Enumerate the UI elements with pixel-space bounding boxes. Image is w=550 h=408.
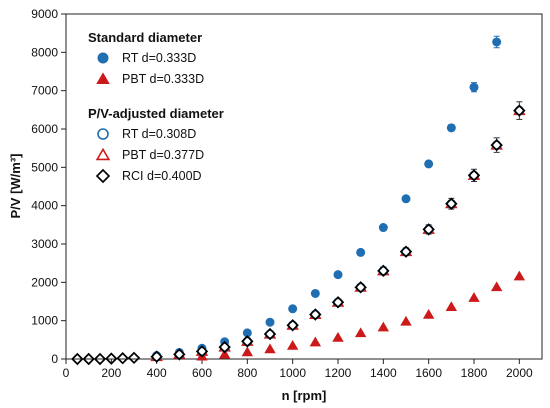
- data-point: [264, 343, 276, 354]
- x-axis-title: n [rpm]: [282, 388, 327, 403]
- x-tick-label: 600: [192, 366, 212, 380]
- data-point: [150, 350, 163, 363]
- data-point: [310, 288, 320, 298]
- legend-marker: [97, 52, 109, 64]
- y-tick-label: 9000: [31, 7, 58, 21]
- data-point: [82, 352, 95, 366]
- legend-marker: [95, 168, 111, 184]
- y-tick-label: 3000: [31, 237, 58, 251]
- data-point: [218, 348, 231, 359]
- data-point: [331, 296, 345, 309]
- x-tick-label: 200: [101, 366, 121, 380]
- data-point: [513, 270, 526, 281]
- legend-label: RCI d=0.400D: [122, 169, 202, 183]
- y-axis-title: P/V [W/m³]: [8, 154, 23, 219]
- legend: Standard diameter RT d=0.333D PBT d=0.333D…: [88, 30, 224, 184]
- data-point: [400, 315, 412, 326]
- data-point: [309, 336, 322, 347]
- x-tick-label: 800: [237, 366, 257, 380]
- x-tick-label: 1800: [461, 366, 488, 380]
- y-tick-label: 1000: [31, 314, 58, 328]
- data-point: [490, 138, 503, 152]
- data-point: [263, 327, 277, 341]
- data-point: [195, 345, 209, 358]
- legend-marker: [95, 147, 111, 161]
- legend-heading: P/V-adjusted diameter: [88, 106, 224, 121]
- series-3: [150, 104, 526, 362]
- data-point: [332, 331, 344, 342]
- data-point: [105, 352, 118, 365]
- data-point: [422, 308, 435, 319]
- data-point: [378, 223, 388, 233]
- data-point: [513, 104, 526, 117]
- data-point: [445, 197, 458, 210]
- axis-ticks: 0 200 400 600 800 1000 1200 1400 1600 1800 2000 0 10…: [31, 7, 533, 380]
- data-point: [469, 82, 479, 92]
- x-tick-label: 0: [63, 366, 70, 380]
- data-point: [446, 123, 456, 133]
- y-tick-label: 4000: [31, 199, 58, 213]
- x-tick-label: 2000: [506, 366, 533, 380]
- data-point: [377, 264, 390, 278]
- series-4: [71, 104, 526, 366]
- legend-label: RT d=0.333D: [122, 51, 196, 65]
- data-point: [241, 346, 254, 357]
- data-point: [354, 281, 367, 294]
- data-point: [467, 169, 481, 182]
- data-marks: [71, 35, 526, 366]
- data-point: [288, 304, 298, 314]
- x-tick-label: 1000: [279, 366, 306, 380]
- x-tick-label: 1200: [325, 366, 352, 380]
- data-point: [422, 223, 435, 236]
- data-point: [241, 335, 254, 348]
- series-2: [151, 101, 525, 362]
- data-point: [399, 245, 413, 258]
- data-point: [377, 321, 390, 332]
- data-point: [116, 352, 129, 365]
- data-point: [265, 317, 275, 327]
- plot-frame: [65, 13, 543, 360]
- x-tick-label: 1600: [415, 366, 442, 380]
- data-point: [333, 270, 343, 280]
- data-point: [127, 351, 141, 365]
- y-tick-label: 8000: [31, 45, 58, 59]
- legend-label: PBT d=0.333D: [122, 72, 204, 86]
- x-tick-label: 1400: [370, 366, 397, 380]
- data-point: [286, 319, 299, 332]
- data-point: [218, 340, 231, 354]
- data-point: [71, 352, 84, 366]
- data-point: [286, 339, 299, 350]
- legend-marker: [97, 128, 109, 140]
- data-point: [445, 301, 458, 312]
- x-tick-label: 400: [147, 366, 167, 380]
- y-tick-label: 6000: [31, 122, 58, 136]
- data-point: [173, 348, 186, 361]
- y-tick-label: 2000: [31, 275, 58, 289]
- y-tick-label: 5000: [31, 160, 58, 174]
- data-point: [309, 308, 322, 321]
- y-tick-label: 0: [51, 352, 58, 366]
- legend-heading: Standard diameter: [88, 30, 202, 45]
- data-point: [490, 281, 503, 292]
- legend-label: PBT d=0.377D: [122, 148, 204, 162]
- series-1: [196, 270, 526, 361]
- data-point: [356, 247, 366, 257]
- data-point: [424, 159, 434, 169]
- y-tick-label: 7000: [31, 84, 58, 98]
- legend-label: RT d=0.308D: [122, 127, 196, 141]
- data-point: [468, 292, 480, 302]
- data-point: [401, 194, 411, 204]
- data-point: [492, 37, 502, 47]
- data-point: [354, 327, 367, 338]
- legend-marker: [96, 72, 110, 84]
- data-point: [93, 352, 107, 366]
